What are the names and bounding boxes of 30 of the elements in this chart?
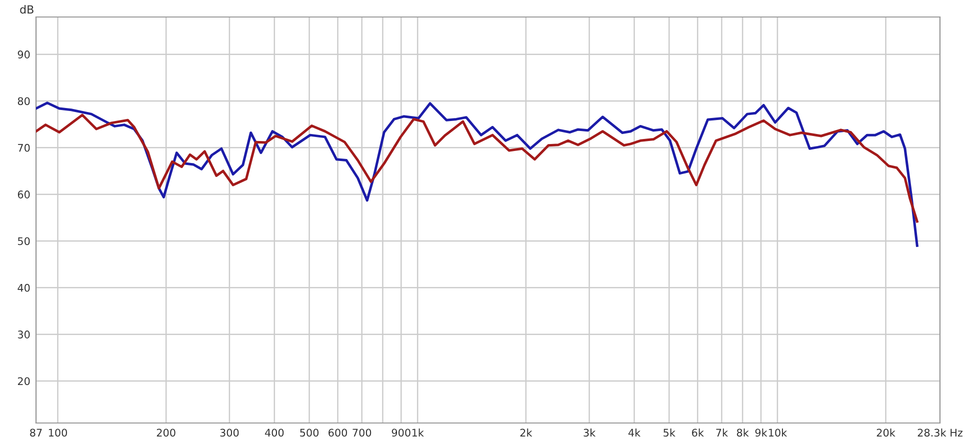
x-tick-label: 28.3k Hz: [918, 428, 962, 437]
y-tick-label: 50: [18, 237, 30, 246]
x-tick-label: 3k: [584, 428, 596, 437]
x-tick-label: 7k: [716, 428, 728, 436]
x-tick-label: 700: [352, 428, 372, 437]
x-tick-label: 8k: [736, 428, 749, 437]
x-tick-label: 900: [392, 428, 410, 437]
x-tick-label: 9k: [755, 428, 768, 437]
y-tick-label: 40: [18, 284, 30, 292]
y-tick-label: 90: [18, 50, 30, 58]
y-tick-label: 30: [18, 330, 30, 338]
y-tick-label: 60: [18, 190, 30, 198]
x-tick-label: 6k: [692, 428, 704, 437]
y-tick-label: 70: [18, 144, 30, 152]
x-tick-label: 400: [264, 428, 284, 437]
x-tick-label: 2k: [520, 428, 532, 436]
y-tick-label: 80: [18, 97, 30, 106]
y-tick-label: 20: [18, 377, 30, 386]
y-axis-title: dB: [20, 5, 34, 14]
x-tick-label: 1k: [412, 428, 424, 436]
x-tick-label: 4k: [628, 428, 641, 436]
x-tick-label: 87: [30, 428, 42, 437]
x-tick-label: 300: [220, 428, 239, 437]
x-tick-label: 500: [300, 428, 319, 437]
x-tick-label: 200: [156, 428, 176, 437]
x-tick-label: 5k: [664, 428, 676, 437]
x-tick-label: 100: [48, 428, 68, 437]
x-tick-label: 20k: [876, 428, 896, 437]
x-tick-label: 10k: [768, 428, 788, 437]
x-tick-label: 600: [328, 428, 348, 437]
